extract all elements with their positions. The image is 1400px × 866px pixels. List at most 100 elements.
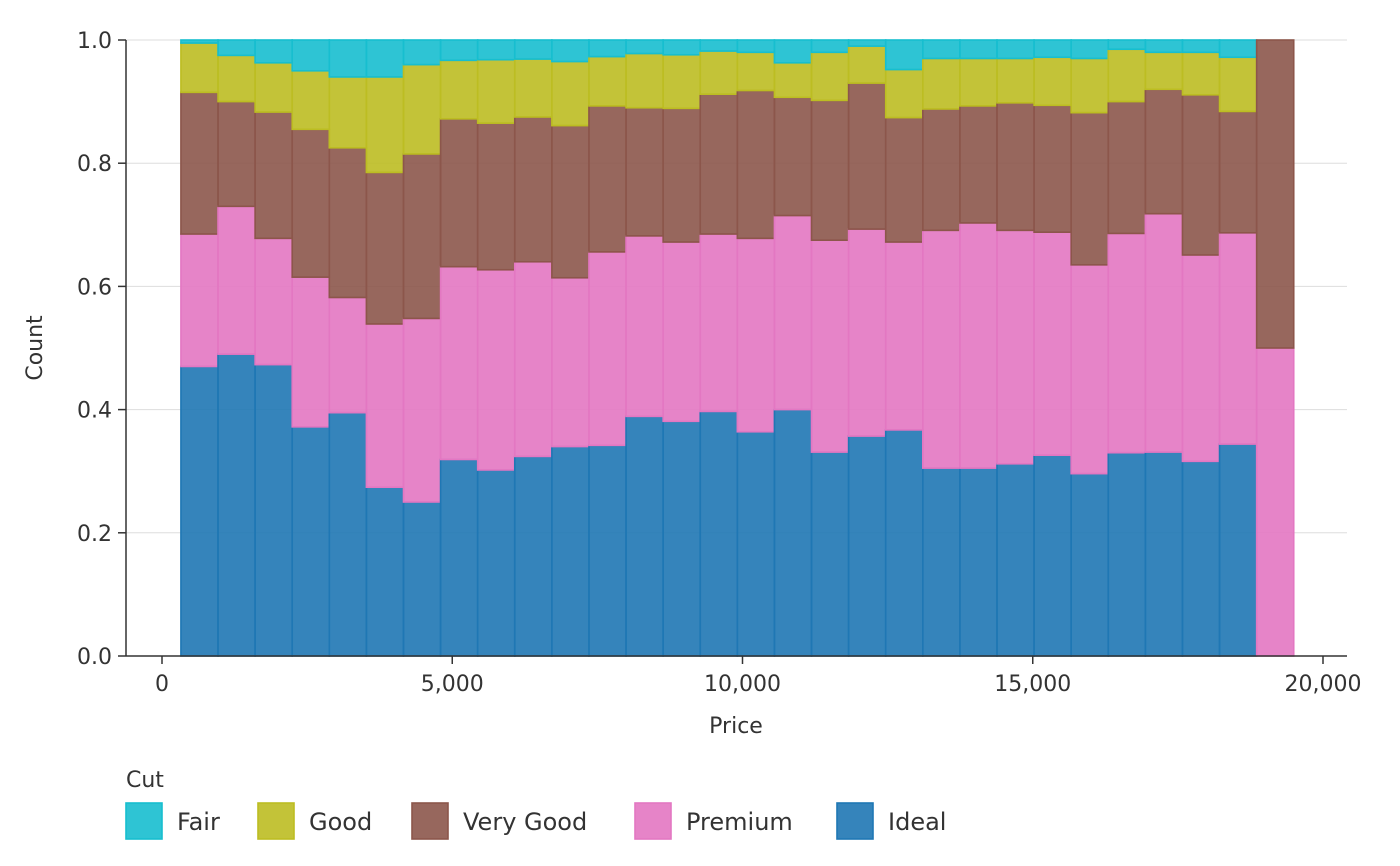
bar-ideal bbox=[847, 435, 887, 657]
bar-ideal bbox=[217, 353, 256, 657]
bar-ideal bbox=[1070, 472, 1110, 657]
bar-fair bbox=[1181, 39, 1221, 54]
bar-very-good bbox=[439, 118, 479, 268]
bar-good bbox=[922, 57, 961, 110]
bar-very-good bbox=[847, 82, 887, 230]
legend-label: Fair bbox=[177, 808, 220, 836]
legend: Fair Good Very Good Premium Ideal bbox=[125, 802, 946, 840]
bar-ideal bbox=[625, 415, 664, 657]
bar-fair bbox=[884, 39, 924, 71]
bar-ideal bbox=[588, 444, 627, 657]
bar-good bbox=[996, 57, 1035, 104]
bar-fair bbox=[625, 39, 664, 55]
bar-premium bbox=[959, 222, 998, 469]
bar-fair bbox=[736, 39, 776, 54]
x-axis-title: Price bbox=[709, 714, 763, 739]
legend-swatch bbox=[836, 802, 874, 840]
legend-item-very-good: Very Good bbox=[411, 802, 587, 840]
bar-premium bbox=[291, 276, 331, 428]
bar-very-good bbox=[1181, 94, 1221, 256]
bar-ideal bbox=[922, 467, 961, 657]
bar-ideal bbox=[884, 429, 924, 657]
legend-swatch bbox=[634, 802, 672, 840]
bar-very-good bbox=[699, 93, 739, 235]
bar-good bbox=[1070, 57, 1110, 114]
x-tick-label: 20,000 bbox=[1285, 672, 1362, 697]
bar-ideal bbox=[1181, 460, 1221, 657]
bar-premium bbox=[1181, 254, 1221, 463]
bar-fair bbox=[810, 39, 850, 54]
bar-good bbox=[180, 42, 219, 94]
y-tick-label: 0.0 bbox=[77, 645, 112, 670]
bar-fair bbox=[291, 39, 331, 72]
bar-very-good bbox=[402, 153, 442, 320]
bar-fair bbox=[180, 39, 219, 44]
bar-good bbox=[959, 57, 998, 107]
bar-premium bbox=[1255, 347, 1295, 657]
x-tick-label: 10,000 bbox=[704, 672, 781, 697]
bar-ideal bbox=[699, 410, 739, 657]
bar-good bbox=[551, 60, 590, 127]
y-tick-label: 0.4 bbox=[77, 399, 112, 424]
bar-ideal bbox=[402, 501, 442, 657]
bar-very-good bbox=[736, 89, 776, 240]
bar-good bbox=[365, 76, 405, 174]
bar-fair bbox=[1144, 39, 1184, 54]
bar-premium bbox=[513, 260, 553, 458]
legend-swatch bbox=[411, 802, 449, 840]
x-tick-label: 5,000 bbox=[421, 672, 484, 697]
bar-very-good bbox=[328, 147, 368, 299]
bar-very-good bbox=[662, 107, 702, 243]
bar-ideal bbox=[810, 451, 850, 657]
bar-ideal bbox=[1033, 454, 1072, 657]
bar-fair bbox=[662, 39, 702, 56]
bar-premium bbox=[476, 268, 516, 471]
bar-fair bbox=[551, 39, 590, 63]
bar-good bbox=[1181, 51, 1221, 96]
x-tick-label: 0 bbox=[155, 672, 169, 697]
bar-fair bbox=[513, 39, 553, 60]
bar-premium bbox=[1218, 232, 1258, 445]
bar-ideal bbox=[996, 463, 1035, 657]
bar-good bbox=[662, 53, 702, 110]
bar-very-good bbox=[1070, 111, 1110, 266]
bar-premium bbox=[773, 214, 813, 411]
bar-good bbox=[884, 68, 924, 119]
bar-fair bbox=[1218, 39, 1258, 59]
bar-ideal bbox=[1218, 443, 1258, 657]
bar-fair bbox=[699, 39, 739, 52]
legend-title: Cut bbox=[126, 768, 164, 793]
bar-very-good bbox=[1033, 104, 1072, 233]
bar-premium bbox=[217, 205, 256, 355]
bar-ideal bbox=[365, 486, 405, 657]
bar-good bbox=[736, 51, 776, 92]
bar-ideal bbox=[1107, 451, 1147, 657]
bar-very-good bbox=[217, 100, 256, 208]
bar-very-good bbox=[884, 116, 924, 243]
bar-very-good bbox=[551, 124, 590, 279]
bar-ideal bbox=[513, 455, 553, 657]
bar-fair bbox=[996, 39, 1035, 60]
legend-item-fair: Fair bbox=[125, 802, 220, 840]
y-tick-label: 0.6 bbox=[77, 275, 112, 300]
bar-ideal bbox=[736, 430, 776, 657]
y-axis-title: Count bbox=[23, 315, 48, 381]
bar-premium bbox=[1144, 212, 1184, 453]
bar-premium bbox=[810, 239, 850, 453]
bar-premium bbox=[402, 317, 442, 503]
bar-premium bbox=[996, 229, 1035, 465]
bar-premium bbox=[736, 237, 776, 433]
bar-good bbox=[1218, 56, 1258, 113]
bar-good bbox=[1144, 51, 1184, 91]
bar-premium bbox=[254, 237, 294, 366]
bar-fair bbox=[847, 39, 887, 47]
bar-fair bbox=[254, 39, 294, 64]
x-axis-ticks: 0 5,000 10,000 15,000 20,000 bbox=[155, 656, 1361, 697]
bar-good bbox=[1033, 56, 1072, 107]
bar-fair bbox=[476, 39, 516, 61]
bar-good bbox=[328, 76, 368, 149]
bar-good bbox=[1107, 48, 1147, 103]
bar-good bbox=[699, 50, 739, 96]
bar-very-good bbox=[922, 108, 961, 232]
bar-good bbox=[625, 52, 664, 109]
